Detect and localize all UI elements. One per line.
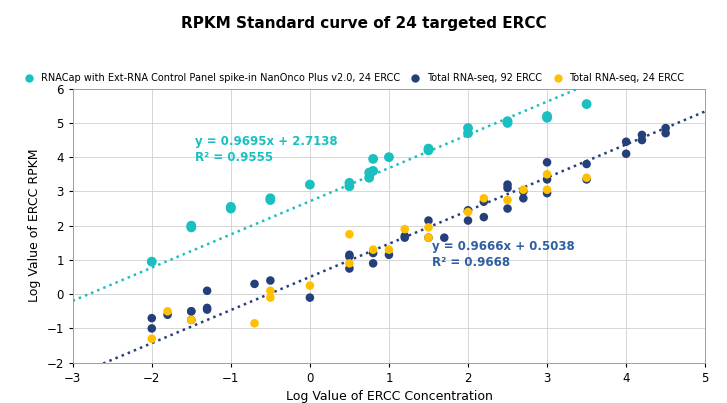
Point [462,130,474,136]
Legend: RNACap with Ext-RNA Control Panel spike-in NanOnco Plus v2.0, 24 ERCC, Total RNA: RNACap with Ext-RNA Control Panel spike-… [20,73,684,83]
Text: y = 0.9666x + 0.5038: y = 0.9666x + 0.5038 [433,240,575,253]
Point [201,288,213,294]
Point [502,197,513,203]
Point [438,235,450,241]
Point [265,195,276,202]
Point [636,132,648,138]
Point [146,325,158,332]
Point [201,306,213,313]
Point [518,195,529,202]
Point [265,277,276,284]
Point [146,315,158,322]
Point [344,231,356,237]
Point [478,195,490,202]
Point [367,168,379,174]
Point [265,197,276,203]
Point [502,118,513,125]
Point [344,265,356,272]
Point [185,308,197,314]
Point [304,283,316,289]
Point [502,120,513,126]
Point [367,156,379,162]
Point [265,288,276,294]
Point [265,294,276,301]
Point [422,224,434,231]
Point [422,235,434,241]
Point [660,125,672,131]
Point [185,317,197,323]
Point [399,233,411,239]
Point [581,174,593,181]
Point [478,198,490,205]
Point [249,280,260,287]
Point [367,260,379,267]
Point [581,176,593,183]
Point [201,305,213,311]
Point [344,180,356,186]
X-axis label: Log Value of ERCC Concentration: Log Value of ERCC Concentration [286,390,492,403]
Point [146,258,158,265]
Point [581,101,593,107]
Point [541,114,553,121]
Point [502,181,513,188]
Point [399,226,411,232]
Point [399,235,411,241]
Point [636,137,648,143]
Point [660,130,672,136]
Point [304,181,316,188]
Point [383,246,395,253]
Point [364,174,375,181]
Point [146,335,158,342]
Point [541,187,553,193]
Text: RPKM Standard curve of 24 targeted ERCC: RPKM Standard curve of 24 targeted ERCC [181,16,546,31]
Point [422,147,434,154]
Point [367,250,379,256]
Y-axis label: Log Value of ERCC RPKM: Log Value of ERCC RPKM [28,149,41,302]
Point [462,125,474,131]
Point [462,207,474,214]
Point [225,206,237,212]
Point [541,176,553,183]
Point [344,251,356,258]
Point [541,190,553,196]
Point [383,251,395,258]
Point [462,217,474,224]
Text: R² = 0.9668: R² = 0.9668 [433,256,510,269]
Point [161,308,174,314]
Point [502,185,513,191]
Point [304,294,316,301]
Point [344,253,356,260]
Point [185,317,197,323]
Text: R² = 0.9555: R² = 0.9555 [196,151,273,164]
Point [249,320,260,326]
Point [344,183,356,189]
Point [185,224,197,231]
Point [620,150,632,157]
Text: y = 0.9695x + 2.7138: y = 0.9695x + 2.7138 [196,135,338,148]
Point [581,161,593,167]
Point [541,159,553,166]
Point [161,312,174,318]
Point [344,260,356,267]
Point [364,169,375,176]
Point [367,246,379,253]
Point [541,171,553,177]
Point [422,217,434,224]
Point [478,214,490,220]
Point [502,206,513,212]
Point [518,188,529,195]
Point [422,235,434,241]
Point [383,154,395,160]
Point [225,204,237,210]
Point [185,222,197,229]
Point [518,187,529,193]
Point [422,145,434,152]
Point [185,308,197,314]
Point [620,139,632,145]
Point [462,209,474,215]
Point [541,113,553,119]
